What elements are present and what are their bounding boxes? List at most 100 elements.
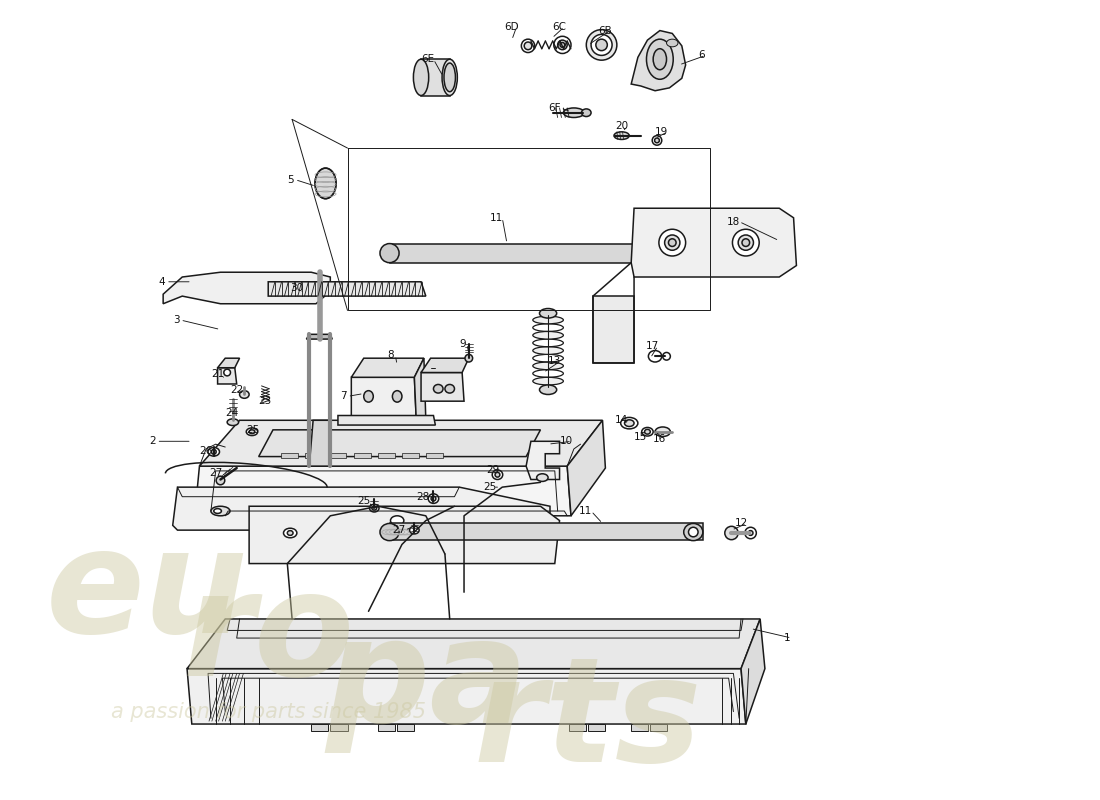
Ellipse shape [465,354,473,362]
Ellipse shape [647,39,673,79]
Ellipse shape [537,474,548,482]
Ellipse shape [442,59,458,95]
Text: 24: 24 [226,408,239,418]
Text: 11: 11 [490,213,503,222]
Ellipse shape [390,516,404,526]
Text: pa: pa [326,613,528,754]
Ellipse shape [659,230,685,256]
Polygon shape [218,368,236,384]
Text: 21: 21 [211,370,224,379]
Polygon shape [163,272,330,304]
Text: 29: 29 [486,465,499,475]
Text: 18: 18 [727,217,740,226]
Polygon shape [568,420,605,516]
Text: 5: 5 [287,174,294,185]
Ellipse shape [553,36,571,54]
Polygon shape [631,208,796,277]
Text: 23: 23 [258,396,272,406]
Text: 25: 25 [483,482,496,492]
Ellipse shape [495,472,499,477]
Text: 14: 14 [615,415,628,426]
Ellipse shape [742,238,749,246]
Ellipse shape [532,346,563,354]
Ellipse shape [641,427,653,436]
Ellipse shape [591,34,612,55]
Ellipse shape [614,132,629,139]
Bar [588,724,605,730]
Text: 15: 15 [634,433,647,442]
Bar [631,724,648,730]
Ellipse shape [654,138,659,143]
Ellipse shape [211,506,230,516]
Ellipse shape [240,390,249,398]
Polygon shape [218,358,240,368]
Ellipse shape [532,316,563,324]
Polygon shape [195,466,571,516]
Ellipse shape [558,40,568,50]
Bar [305,453,321,458]
Polygon shape [351,378,416,420]
Ellipse shape [379,243,399,262]
Text: 22: 22 [230,385,243,394]
Polygon shape [421,59,450,95]
Text: 20: 20 [615,121,628,131]
Ellipse shape [745,527,757,538]
Ellipse shape [249,430,255,434]
Polygon shape [268,282,426,296]
Bar [330,724,348,730]
Ellipse shape [532,362,563,370]
Bar [378,453,395,458]
Bar [402,453,419,458]
Ellipse shape [645,430,650,434]
Text: 9: 9 [460,339,466,349]
Ellipse shape [379,523,399,541]
Bar [397,724,415,730]
Ellipse shape [370,504,379,512]
Text: 30: 30 [290,283,304,294]
Bar [426,453,443,458]
Text: 27: 27 [393,525,406,535]
Text: 27: 27 [209,468,222,478]
Text: 6C: 6C [552,22,565,32]
Ellipse shape [669,238,676,246]
Text: eu: eu [46,522,249,662]
Text: 3: 3 [173,315,179,325]
Text: 28: 28 [416,492,429,502]
Ellipse shape [667,39,678,47]
Ellipse shape [521,39,535,53]
Ellipse shape [582,109,591,117]
Ellipse shape [211,450,217,454]
Ellipse shape [656,427,670,437]
Ellipse shape [539,385,557,394]
Polygon shape [187,669,746,724]
Ellipse shape [689,527,698,537]
Text: a passion for parts since 1985: a passion for parts since 1985 [111,702,426,722]
Ellipse shape [213,509,221,514]
Ellipse shape [560,42,564,47]
Ellipse shape [287,530,293,535]
Polygon shape [741,619,764,724]
Polygon shape [389,243,701,262]
Ellipse shape [652,136,662,145]
Polygon shape [249,506,560,563]
Ellipse shape [738,235,754,250]
Text: 6B: 6B [597,26,612,35]
Text: 6F: 6F [548,103,561,113]
Ellipse shape [414,59,429,95]
Ellipse shape [620,418,638,429]
Polygon shape [631,30,685,90]
Ellipse shape [499,528,505,533]
Ellipse shape [653,49,667,70]
Text: 6D: 6D [504,22,519,32]
Ellipse shape [748,530,754,535]
Ellipse shape [532,378,563,385]
Polygon shape [421,373,464,401]
Polygon shape [593,296,634,363]
Ellipse shape [227,419,239,426]
Ellipse shape [393,390,402,402]
Bar [280,453,298,458]
Text: 10: 10 [560,436,573,446]
Text: 19: 19 [656,127,669,137]
Text: 7: 7 [340,391,346,402]
Text: 1: 1 [784,633,791,643]
